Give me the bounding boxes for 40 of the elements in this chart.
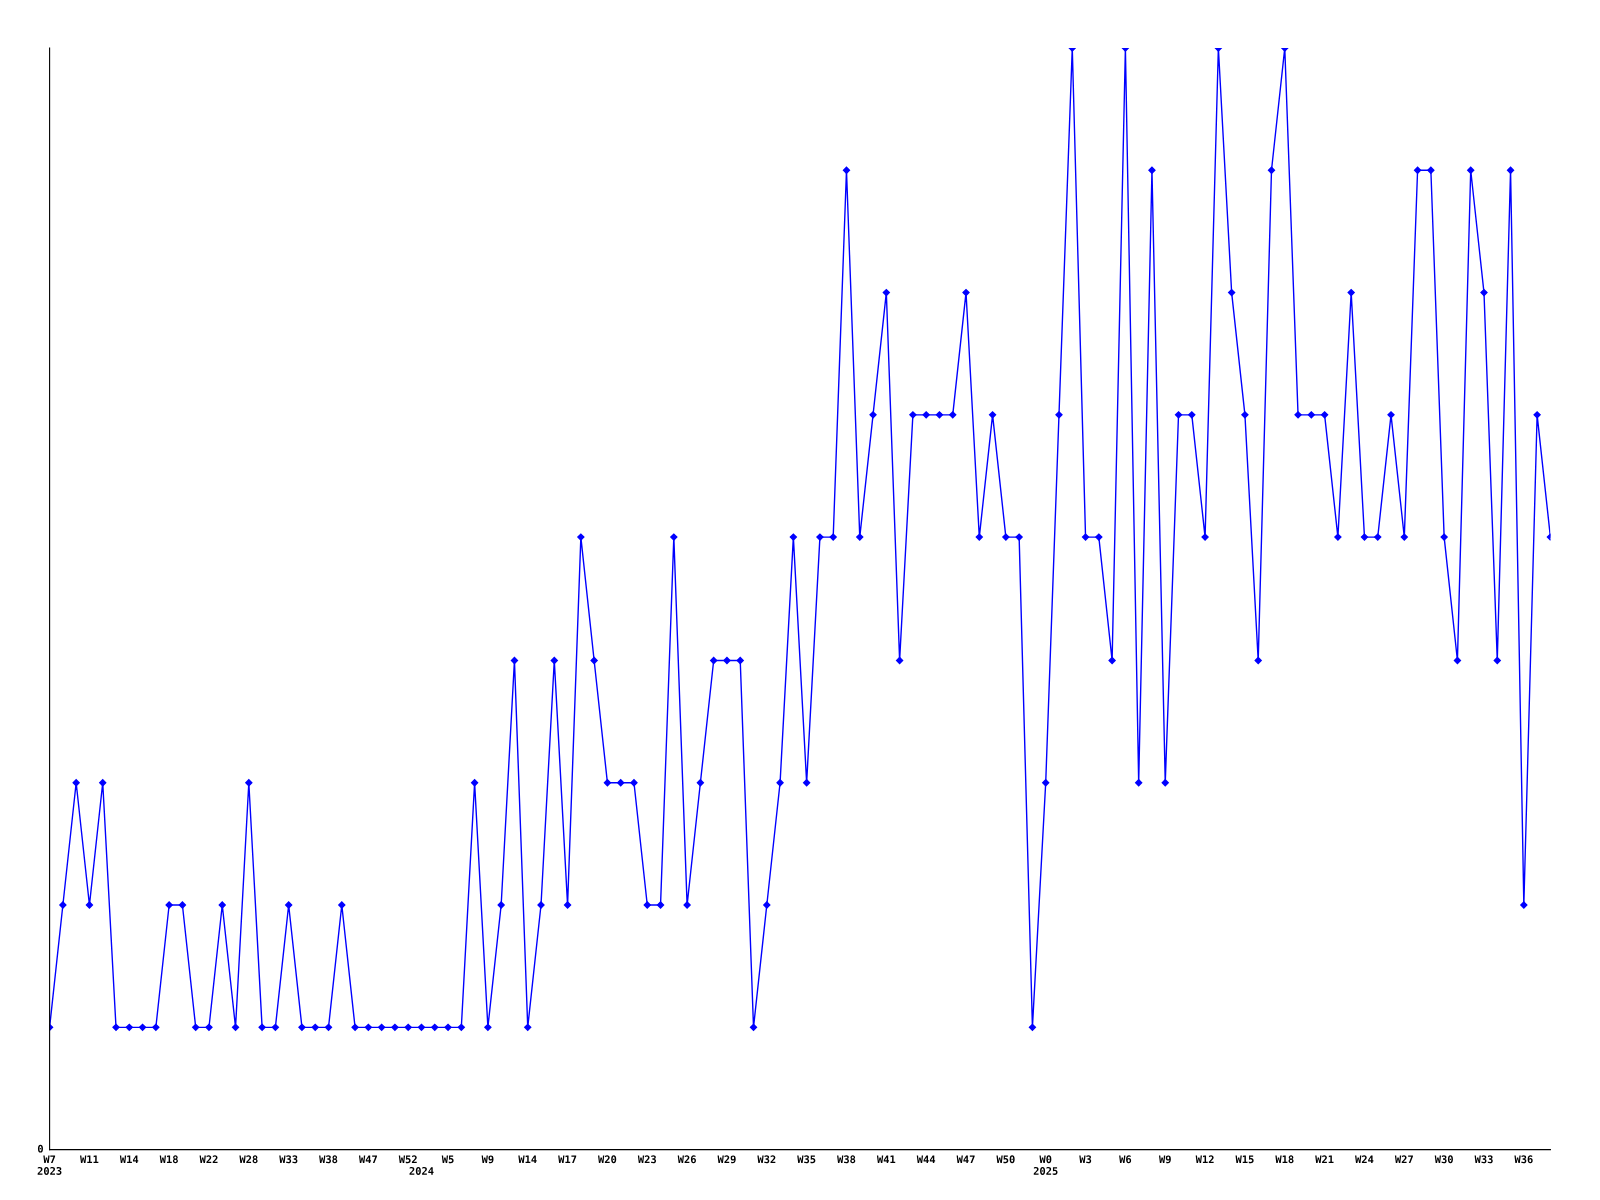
x-tick-label: W12 <box>1195 1155 1214 1164</box>
x-tick-label: W22 <box>199 1155 218 1164</box>
x-tick-label: W26 <box>677 1155 696 1164</box>
x-tick-label: W38 <box>837 1155 856 1164</box>
text: 0 <box>37 1144 43 1153</box>
x-tick-label: W27 <box>1394 1155 1413 1164</box>
x-tick-label: W20 <box>598 1155 617 1164</box>
x-tick-label: W47 <box>956 1155 975 1164</box>
x-tick-label: W33 <box>1474 1155 1493 1164</box>
x-tick-label: W14 <box>518 1155 537 1164</box>
x-tick-label: W50 <box>996 1155 1015 1164</box>
x-tick-label: W9 <box>1158 1155 1171 1164</box>
x-tick-label: W38 <box>319 1155 338 1164</box>
x-tick-label: W21 <box>1315 1155 1334 1164</box>
x-tick-label: W11 <box>80 1155 99 1164</box>
x-tick-label: W33 <box>279 1155 298 1164</box>
x-tick-label: W14 <box>119 1155 139 1164</box>
x-tick-label: W35 <box>797 1155 816 1164</box>
x-tick-label: W5 <box>441 1155 454 1164</box>
x-tick-label: W32 <box>757 1155 776 1164</box>
x-tick-label: W44 <box>916 1155 936 1164</box>
x-tick-label: 2024 <box>409 1167 434 1175</box>
x-tick-label: W6 <box>1119 1155 1132 1164</box>
x-tick-label: W15 <box>1235 1155 1254 1164</box>
x-tick-label: W29 <box>717 1155 736 1164</box>
x-tick-label: W41 <box>876 1155 896 1164</box>
x-tick-label: W7 2023 <box>37 1155 62 1175</box>
x-tick-label: W52 <box>398 1155 417 1164</box>
x-tick-label: W9 <box>481 1155 494 1164</box>
x-tick-label: W28 <box>239 1155 258 1164</box>
x-tick-label: W18 <box>159 1155 178 1164</box>
x-tick-label: W47 <box>358 1155 377 1164</box>
x-tick-label: W23 <box>637 1155 656 1164</box>
x-tick-label: W36 <box>1514 1155 1533 1164</box>
x-tick-label: W3 <box>1079 1155 1092 1164</box>
x-tick-label: W17 <box>558 1155 577 1164</box>
x-tick-label: W0 2025 <box>1033 1155 1058 1175</box>
x-tick-label: W18 <box>1275 1155 1294 1164</box>
x-tick-label: W30 <box>1434 1155 1453 1164</box>
x-tick-label: W24 <box>1355 1155 1374 1164</box>
